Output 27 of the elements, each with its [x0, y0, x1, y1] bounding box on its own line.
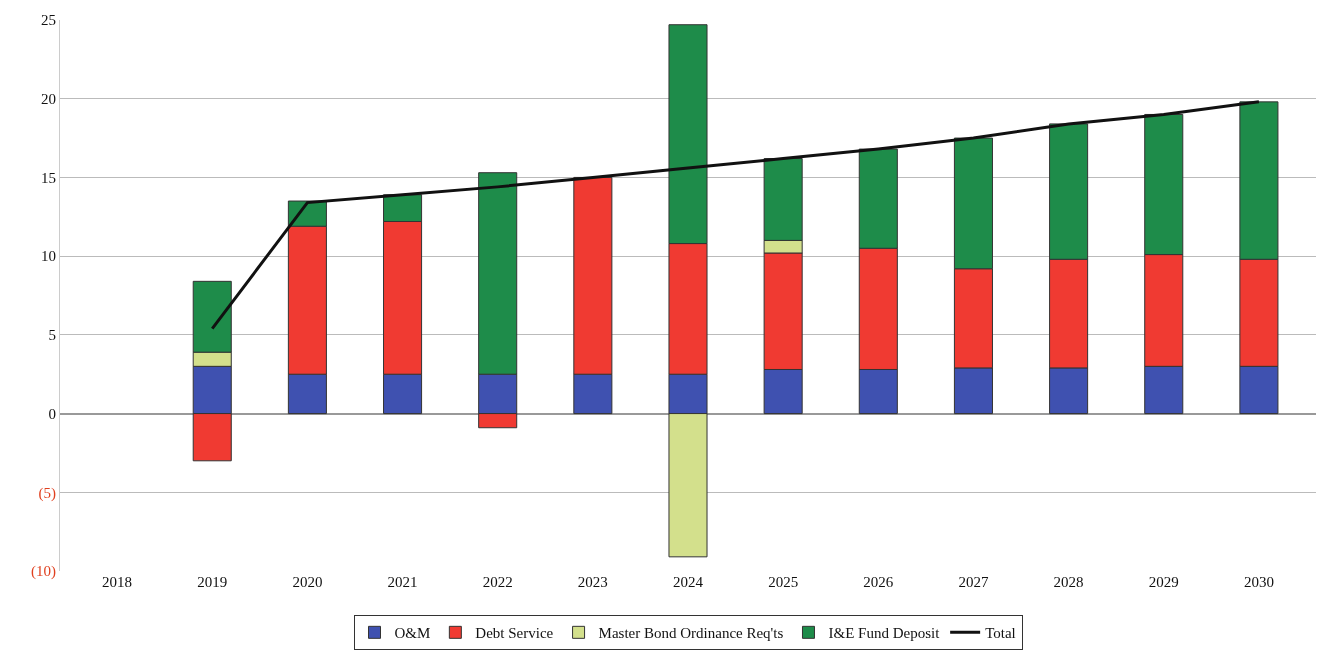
- x-tick-label: 2018: [102, 574, 133, 590]
- x-tick-label: 2030: [1243, 574, 1274, 590]
- y-tick-label: 15: [41, 169, 56, 186]
- x-tick-label: 2021: [387, 574, 418, 590]
- y-tick-label: 5: [48, 327, 56, 344]
- line-series: [210, 100, 1261, 331]
- x-tick-label: 2027: [958, 574, 989, 590]
- legend-label: O&M: [394, 625, 431, 642]
- x-tick-label: 2029: [1148, 574, 1179, 590]
- x-tick-label: 2020: [292, 574, 323, 590]
- x-tick-label: 2028: [1053, 574, 1084, 590]
- x-tick-label: 2026: [863, 574, 894, 590]
- y-tick-label: (10): [31, 563, 56, 581]
- y-tick-label: 25: [41, 12, 56, 29]
- y-tick-label: 0: [48, 405, 56, 422]
- legend-label: Total: [985, 625, 1016, 642]
- x-tick-label: 2025: [768, 574, 799, 590]
- y-tick-label: 20: [41, 90, 56, 107]
- y-tick-label: 10: [41, 248, 56, 265]
- legend-label: Master Bond Ordinance Req'ts: [598, 625, 784, 642]
- legend-label: I&E Fund Deposit: [828, 625, 941, 642]
- x-tick-label: 2019: [197, 574, 228, 590]
- x-tick-label: 2022: [482, 574, 513, 590]
- x-tick-label: 2024: [673, 574, 704, 590]
- x-tick-label: 2023: [577, 574, 608, 590]
- legend-label: Debt Service: [475, 625, 554, 642]
- y-tick-label: (5): [38, 484, 56, 502]
